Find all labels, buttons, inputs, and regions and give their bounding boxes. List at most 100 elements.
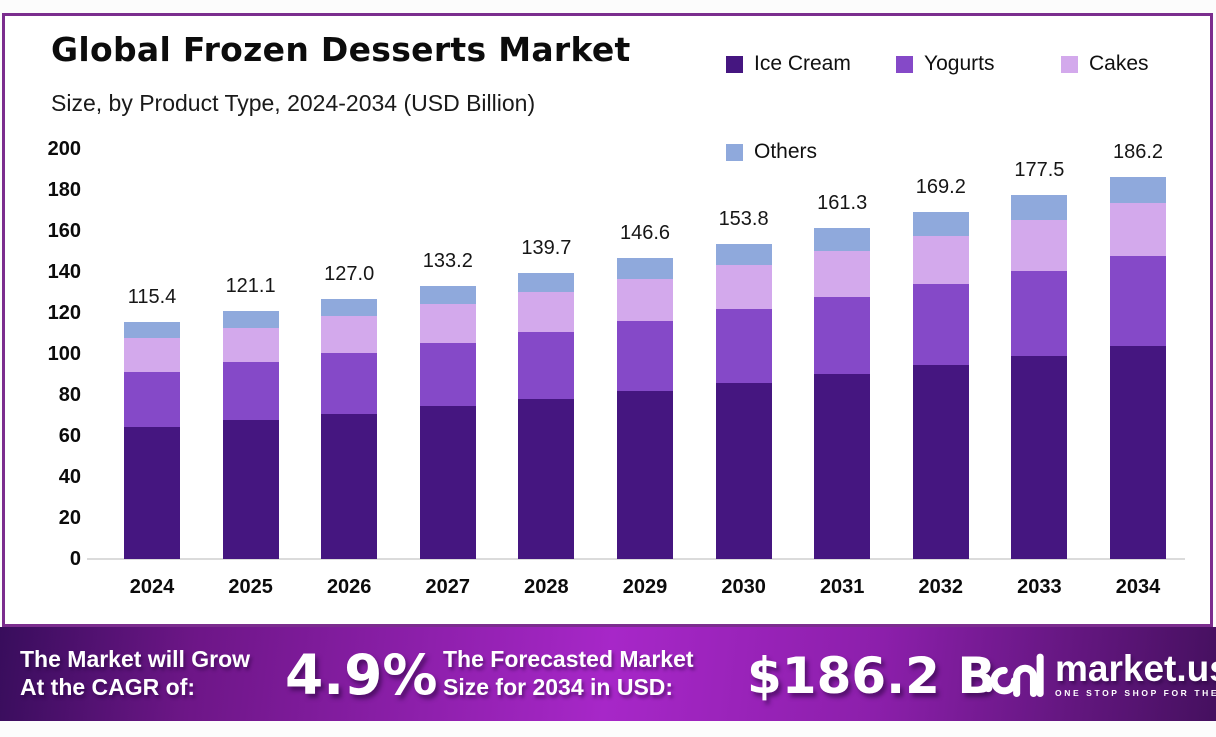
bar-segment-yogurts <box>518 332 575 400</box>
bar-segment-yogurts <box>419 342 476 407</box>
bar-segment-yogurts <box>1110 256 1166 346</box>
y-tick-label: 80 <box>58 384 81 406</box>
forecast-value: $186.2 B <box>747 647 996 705</box>
bar-segment-ice-cream <box>1011 355 1068 559</box>
bar-total-label: 169.2 <box>915 176 966 199</box>
bar-segment-others <box>912 212 969 236</box>
bar-segment-others <box>419 285 476 305</box>
bar-segment-ice-cream <box>222 420 279 559</box>
bar-total-label: 121.1 <box>225 274 276 297</box>
bar-segment-yogurts <box>617 320 673 392</box>
bar-segment-yogurts <box>912 284 969 366</box>
y-tick-label: 0 <box>69 548 81 570</box>
bar-segment-others <box>222 310 279 328</box>
y-tick-label: 60 <box>58 425 81 447</box>
bar-segment-yogurts <box>124 371 180 427</box>
x-tick-label: 2034 <box>1115 576 1161 598</box>
x-tick-label: 2032 <box>918 576 964 598</box>
x-tick-label: 2031 <box>819 576 865 598</box>
x-tick-label: 2028 <box>524 576 569 598</box>
legend-item-yogurts: Yogurts <box>896 52 994 76</box>
forecast-caption-line1: The Forecasted Market <box>443 646 694 672</box>
bar-total-label: 115.4 <box>127 286 177 309</box>
y-tick-label: 120 <box>47 302 81 324</box>
bar-total-label: 177.5 <box>1014 159 1065 182</box>
x-tick-label: 2026 <box>326 576 372 598</box>
y-tick-label: 200 <box>47 138 81 160</box>
bar-segment-cakes <box>912 235 969 285</box>
bar-segment-cakes <box>419 304 476 343</box>
legend-swatch-others <box>726 143 743 161</box>
legend-item-others: Others <box>726 140 817 164</box>
x-axis-line <box>87 558 1185 560</box>
bar-total-label: 127.0 <box>324 262 375 285</box>
y-tick-label: 140 <box>47 261 81 283</box>
bar-segment-ice-cream <box>617 391 673 559</box>
bar-segment-cakes <box>321 316 378 353</box>
market-us-wordmark: market.us ONE STOP SHOP FOR THE REPORTS <box>1055 647 1216 698</box>
bar-segment-others <box>617 258 673 279</box>
forecast-caption-line2: Size for 2034 in USD: <box>443 674 674 700</box>
bar-segment-others <box>124 322 180 339</box>
bar-segment-others <box>1011 195 1068 220</box>
chart-subtitle: Size, by Product Type, 2024-2034 (USD Bi… <box>51 90 536 116</box>
bar-segment-others <box>1110 177 1166 204</box>
bar-total-label: 186.2 <box>1112 141 1164 164</box>
bar-segment-cakes <box>222 327 279 363</box>
cagr-banner: The Market will Grow At the CAGR of: 4.9… <box>0 627 1216 721</box>
bar-segment-ice-cream <box>1110 345 1166 559</box>
x-tick-label: 2033 <box>1017 576 1062 598</box>
x-tick-label: 2024 <box>129 576 175 598</box>
bar-segment-cakes <box>1110 203 1166 257</box>
bar-segment-others <box>814 228 871 251</box>
legend-item-cakes: Cakes <box>1061 52 1149 76</box>
bar-segment-others <box>518 272 575 292</box>
cagr-caption: The Market will Grow At the CAGR of: <box>20 645 250 701</box>
brand-tagline: ONE STOP SHOP FOR THE REPORTS <box>1055 687 1216 698</box>
legend-label-yogurts: Yogurts <box>924 52 995 75</box>
bar-segment-ice-cream <box>124 426 180 559</box>
bar-total-label: 139.7 <box>521 236 572 259</box>
bar-segment-yogurts <box>715 309 772 383</box>
bar-total-label: 133.2 <box>422 249 473 272</box>
bar-segment-cakes <box>124 338 180 372</box>
legend-swatch-yogurts <box>896 55 913 73</box>
bar-segment-cakes <box>715 265 772 310</box>
bar-total-label: 161.3 <box>817 192 868 215</box>
forecast-caption: The Forecasted Market Size for 2034 in U… <box>443 645 694 701</box>
y-tick-label: 20 <box>58 507 81 529</box>
legend-label-others: Others <box>754 140 818 163</box>
legend-label-ice-cream: Ice Cream <box>754 52 851 75</box>
legend-swatch-ice-cream <box>726 55 743 73</box>
bar-segment-yogurts <box>321 352 378 414</box>
bar-segment-yogurts <box>1011 270 1068 356</box>
bar-segment-others <box>715 243 772 266</box>
bar-segment-ice-cream <box>518 399 575 559</box>
bar-segment-ice-cream <box>912 365 969 559</box>
x-tick-label: 2027 <box>425 576 471 598</box>
x-tick-label: 2029 <box>622 576 668 598</box>
bar-segment-cakes <box>1011 219 1068 271</box>
market-us-logo-icon <box>984 653 1044 698</box>
bar-segment-ice-cream <box>321 413 378 559</box>
cagr-value: 4.9% <box>285 643 438 707</box>
bar-total-label: 146.6 <box>619 222 671 245</box>
chart-title: Global Frozen Desserts Market <box>51 30 631 69</box>
chart-card: Global Frozen Desserts Market Size, by P… <box>2 13 1213 627</box>
brand-name: market.us <box>1055 647 1216 689</box>
bar-segment-cakes <box>518 291 575 333</box>
cagr-caption-line1: The Market will Grow <box>20 646 251 672</box>
market-us-brand: market.us ONE STOP SHOP FOR THE REPORTS <box>983 647 1216 701</box>
bar-segment-cakes <box>617 278 673 321</box>
bar-segment-cakes <box>814 250 871 298</box>
x-tick-label: 2030 <box>721 576 766 598</box>
legend-item-ice-cream: Ice Cream <box>726 52 851 76</box>
legend-swatch-cakes <box>1061 55 1078 73</box>
y-tick-label: 180 <box>47 179 81 201</box>
bar-segment-ice-cream <box>419 406 476 559</box>
y-tick-label: 160 <box>47 220 81 242</box>
y-tick-label: 40 <box>58 466 81 488</box>
legend-label-cakes: Cakes <box>1089 52 1149 75</box>
y-tick-label: 100 <box>47 343 81 365</box>
